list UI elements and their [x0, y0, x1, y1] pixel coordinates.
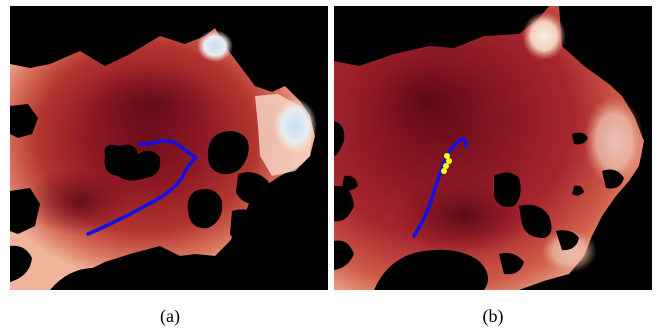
- obstacle-bottom-right: [230, 209, 264, 245]
- cool-area-right: [273, 98, 317, 154]
- obstacle-right-dot: [572, 185, 584, 196]
- obstacle-top-right: [270, 36, 310, 78]
- obstacle-left: [334, 121, 345, 156]
- highlight-markers: [441, 153, 452, 174]
- cool-area-top: [197, 30, 233, 62]
- obstacle-left-small: [342, 175, 358, 191]
- obstacle-top-right: [594, 36, 639, 86]
- obstacle-right: [207, 131, 249, 175]
- caption-a: (a): [160, 306, 180, 326]
- marker-4: [441, 168, 447, 174]
- marker-2: [446, 158, 452, 164]
- panel-a-heatmap: [10, 6, 328, 290]
- obstacle-center: [104, 144, 161, 181]
- obstacle-left-2: [334, 185, 354, 222]
- obstacle-far-right: [602, 169, 624, 189]
- obstacle-center: [494, 172, 521, 207]
- trajectory-path-a: [86, 138, 198, 236]
- obstacle-left-2: [10, 188, 40, 234]
- obstacle-right-small: [572, 132, 588, 145]
- obstacle-bottom-left: [334, 240, 354, 270]
- panel-b-svg: [334, 6, 652, 290]
- obstacle-bottom-left: [10, 245, 32, 282]
- obstacle-bottom: [50, 260, 185, 290]
- light-area-top: [522, 12, 566, 60]
- obstacle-bottom-small: [499, 253, 524, 275]
- obstacle-lower-right: [236, 172, 271, 205]
- obstacle-center-lower: [519, 204, 552, 238]
- marker-1: [444, 153, 450, 159]
- obstacle-left-1: [10, 104, 38, 138]
- panel-b-heatmap: [334, 6, 652, 290]
- marker-3: [443, 163, 449, 169]
- caption-b: (b): [482, 306, 504, 326]
- hot-spot-2: [25, 166, 135, 236]
- obstacle-right-lower: [556, 230, 579, 251]
- panel-a-svg: [10, 6, 328, 290]
- obstacle-bottom: [374, 249, 488, 290]
- hot-spot-1: [80, 66, 220, 146]
- light-area-right: [584, 96, 644, 186]
- hot-spot-1: [369, 56, 489, 146]
- obstacle-lower: [187, 188, 223, 229]
- light-area-bottom-right: [541, 229, 597, 273]
